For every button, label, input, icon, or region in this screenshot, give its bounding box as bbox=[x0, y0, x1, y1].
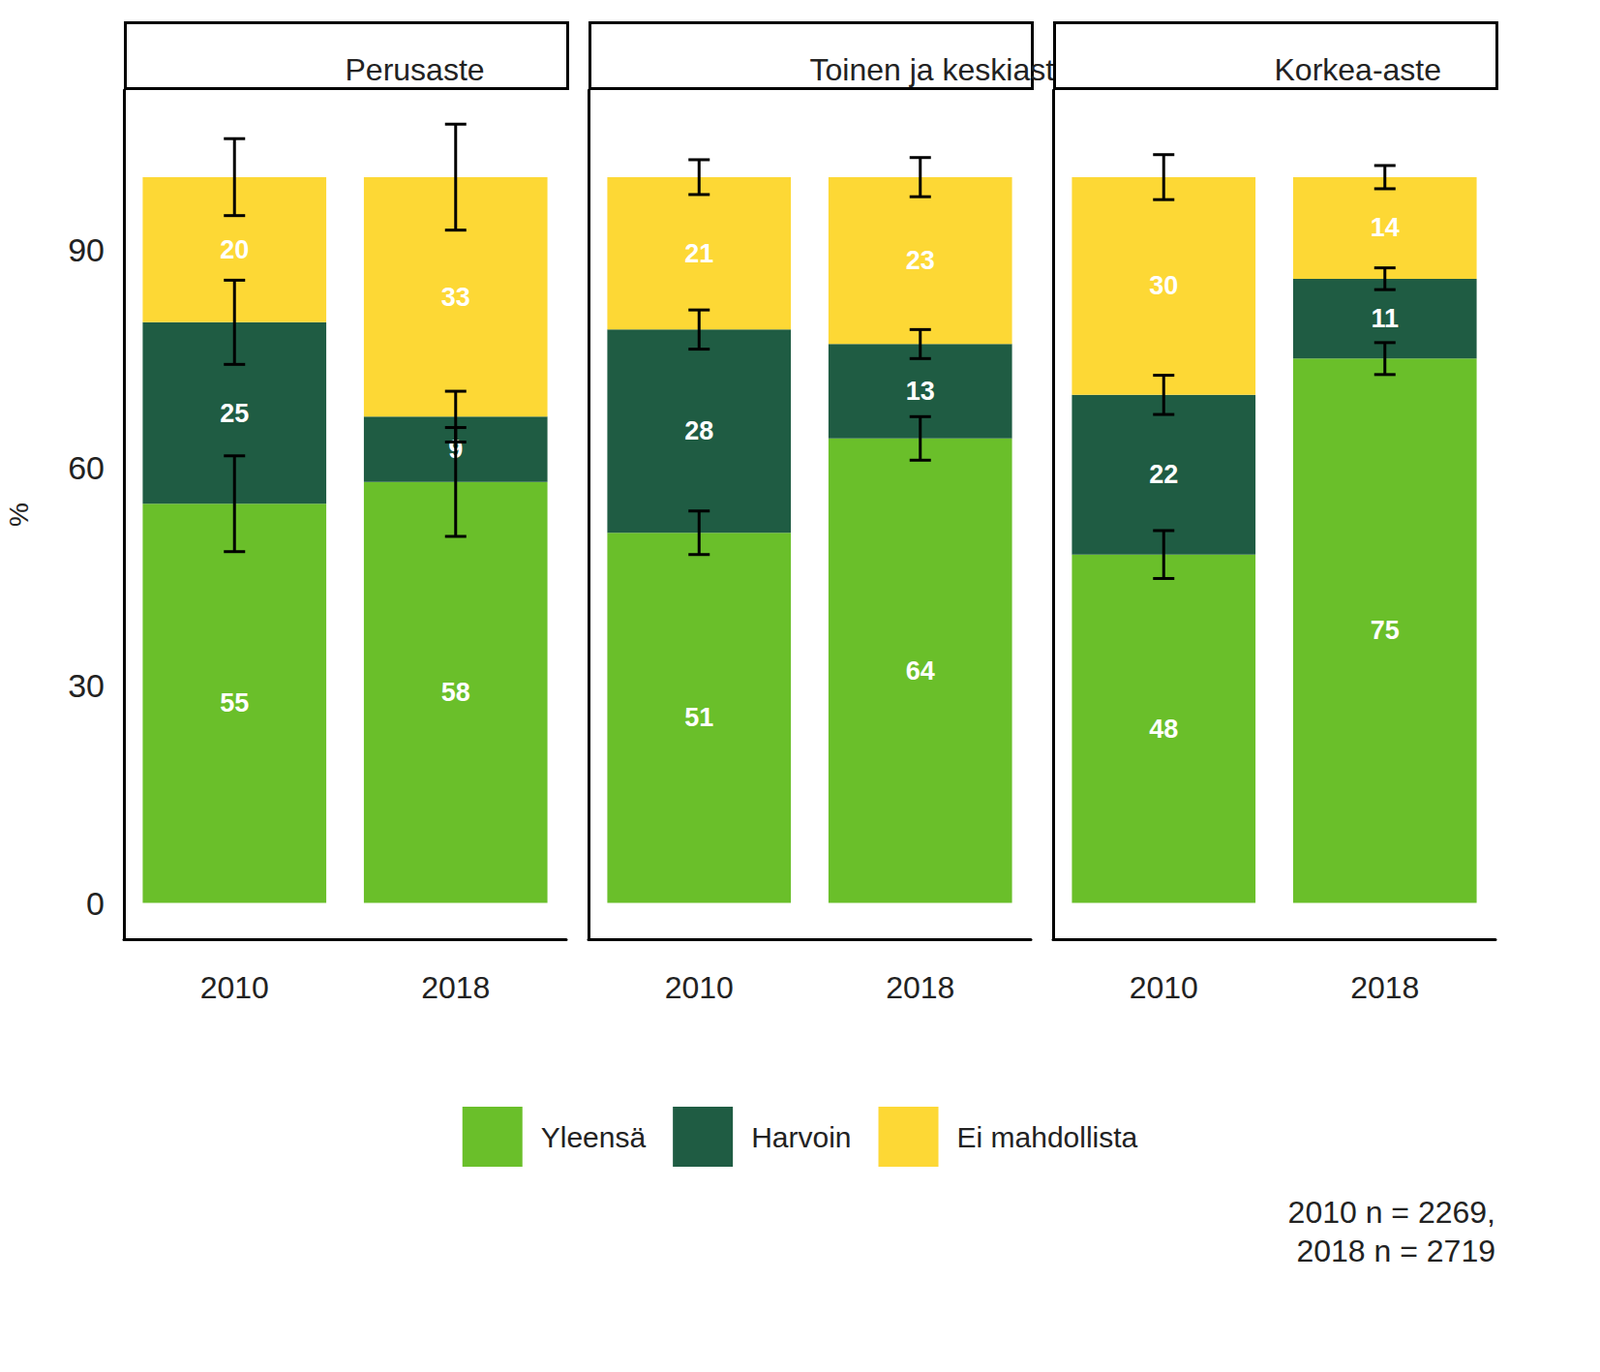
svg-text:23: 23 bbox=[905, 245, 936, 275]
svg-text:Perusaste: Perusaste bbox=[345, 52, 485, 88]
svg-text:48: 48 bbox=[1148, 714, 1178, 744]
svg-text:%: % bbox=[3, 502, 34, 527]
svg-text:51: 51 bbox=[684, 702, 714, 732]
svg-text:20: 20 bbox=[219, 235, 249, 265]
svg-text:2018: 2018 bbox=[421, 969, 490, 1005]
svg-text:13: 13 bbox=[905, 376, 936, 406]
svg-text:2018: 2018 bbox=[885, 969, 955, 1005]
svg-text:33: 33 bbox=[441, 282, 471, 312]
svg-text:0: 0 bbox=[86, 884, 105, 922]
svg-text:14: 14 bbox=[1370, 212, 1400, 242]
svg-text:Ei mahdollista: Ei mahdollista bbox=[957, 1120, 1139, 1153]
svg-text:75: 75 bbox=[1370, 615, 1400, 645]
svg-text:2010: 2010 bbox=[200, 969, 270, 1005]
svg-text:9: 9 bbox=[448, 434, 463, 464]
svg-text:Korkea-aste: Korkea-aste bbox=[1274, 52, 1443, 88]
svg-text:58: 58 bbox=[441, 677, 471, 707]
svg-text:2010: 2010 bbox=[664, 969, 734, 1005]
svg-text:2018: 2018 bbox=[1350, 969, 1419, 1005]
svg-text:11: 11 bbox=[1370, 303, 1399, 333]
svg-text:55: 55 bbox=[219, 688, 249, 718]
svg-text:22: 22 bbox=[1148, 459, 1178, 489]
svg-text:28: 28 bbox=[684, 416, 714, 446]
svg-text:25: 25 bbox=[219, 398, 249, 428]
svg-text:90: 90 bbox=[67, 231, 105, 269]
svg-text:Toinen ja keskiaste: Toinen ja keskiaste bbox=[810, 52, 1072, 88]
svg-text:2018 n = 2719: 2018 n = 2719 bbox=[1296, 1233, 1496, 1268]
svg-text:30: 30 bbox=[1148, 271, 1178, 301]
svg-text:2010: 2010 bbox=[1129, 969, 1199, 1005]
svg-text:60: 60 bbox=[67, 449, 105, 486]
svg-text:Yleensä: Yleensä bbox=[541, 1120, 647, 1153]
svg-text:64: 64 bbox=[905, 656, 936, 686]
svg-text:21: 21 bbox=[684, 239, 714, 269]
svg-text:30: 30 bbox=[67, 666, 105, 704]
svg-text:2010 n = 2269,: 2010 n = 2269, bbox=[1288, 1194, 1496, 1230]
svg-text:Harvoin: Harvoin bbox=[751, 1120, 851, 1153]
